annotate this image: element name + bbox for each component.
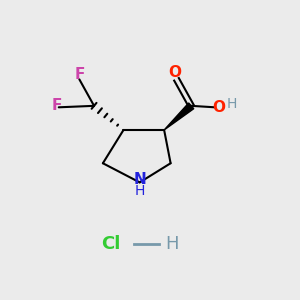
Text: H: H [227, 97, 237, 111]
Text: N: N [133, 172, 146, 187]
Text: Cl: Cl [101, 235, 121, 253]
Text: F: F [51, 98, 62, 113]
Text: O: O [212, 100, 225, 115]
Polygon shape [164, 103, 194, 130]
Text: O: O [169, 65, 182, 80]
Text: F: F [74, 67, 85, 82]
Text: H: H [134, 184, 145, 198]
Text: H: H [166, 235, 179, 253]
